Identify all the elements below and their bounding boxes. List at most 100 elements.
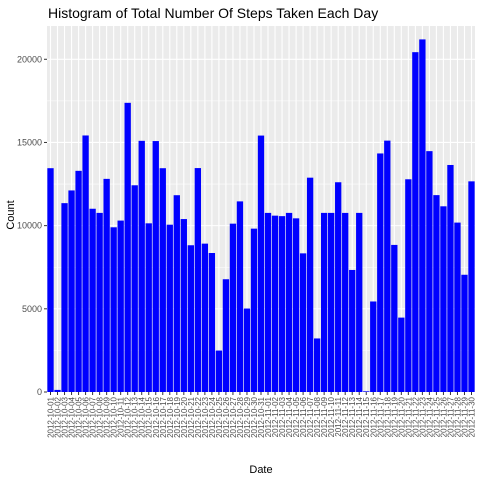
x-tick-label: 2012-10-03 (61, 396, 70, 437)
bar (356, 212, 363, 392)
bar (103, 178, 110, 392)
chart-title: Histogram of Total Number Of Steps Taken… (48, 5, 378, 21)
bar (89, 208, 96, 392)
bar (145, 223, 152, 392)
x-tick-label: 2012-10-07 (89, 396, 98, 437)
x-tick-label: 2012-11-25 (432, 396, 441, 437)
x-tick-label: 2012-11-01 (264, 396, 273, 437)
x-tick-label: 2012-10-27 (229, 396, 238, 437)
x-tick-label: 2012-10-17 (159, 396, 168, 437)
x-tick-label: 2012-10-12 (124, 396, 133, 437)
bar (250, 228, 258, 392)
bar (166, 224, 173, 392)
x-tick-label: 2012-10-15 (145, 396, 154, 437)
x-tick-label: 2012-10-19 (173, 396, 182, 437)
x-tick-label: 2012-10-29 (243, 396, 252, 437)
bar (208, 253, 216, 392)
bar (335, 182, 342, 392)
y-tick-label: 5000 (22, 304, 42, 314)
bar (194, 168, 202, 392)
x-tick-label: 2012-11-03 (278, 396, 287, 437)
bar (426, 151, 433, 392)
bar (138, 140, 145, 392)
x-tick-label: 2012-10-31 (257, 396, 266, 437)
y-axis: 0 5000 10000 15000 20000 (17, 54, 47, 397)
bar (468, 181, 475, 392)
bar (159, 168, 166, 392)
x-tick-label: 2012-10-04 (68, 396, 77, 437)
bar (447, 164, 454, 392)
x-tick-label: 2012-10-18 (166, 396, 175, 437)
x-tick-label: 2012-11-13 (348, 396, 357, 437)
bar (299, 253, 307, 392)
bar (292, 218, 300, 392)
bar (243, 308, 251, 392)
x-tick-label: 2012-10-16 (152, 396, 161, 437)
x-tick-label: 2012-10-30 (250, 396, 259, 437)
bar (342, 212, 349, 392)
bar (229, 223, 237, 392)
x-tick-label: 2012-11-16 (369, 396, 378, 437)
x-tick-label: 2012-11-26 (439, 396, 448, 437)
bar (82, 135, 89, 392)
x-tick-label: 2012-10-06 (82, 396, 91, 437)
x-tick-label: 2012-11-18 (383, 396, 392, 437)
x-tick-label: 2012-11-14 (355, 396, 364, 437)
x-tick-label: 2012-11-17 (376, 396, 385, 437)
bar (391, 244, 398, 392)
x-tick-label: 2012-11-27 (446, 396, 455, 437)
x-tick-label: 2012-10-21 (187, 396, 196, 437)
x-tick-label: 2012-10-24 (208, 396, 217, 437)
x-tick-label: 2012-10-11 (117, 396, 126, 437)
bar (180, 219, 187, 392)
bar (419, 39, 426, 393)
x-tick-label: 2012-11-10 (327, 396, 336, 437)
x-tick-label: 2012-11-06 (299, 396, 308, 437)
x-tick-label: 2012-11-04 (285, 396, 294, 437)
bar (412, 52, 419, 392)
bars (47, 39, 475, 393)
x-tick-label: 2012-10-01 (47, 396, 56, 437)
x-tick-label: 2012-10-26 (222, 396, 231, 437)
x-tick-label: 2012-10-23 (201, 396, 210, 437)
x-tick-label: 2012-11-05 (292, 396, 301, 437)
x-tick-label: 2012-10-22 (194, 396, 203, 437)
x-tick-label: 2012-11-09 (320, 396, 329, 437)
y-tick-label: 0 (37, 387, 42, 397)
bar (328, 212, 335, 392)
bar (187, 245, 194, 392)
bar (363, 391, 370, 392)
bar (257, 135, 265, 393)
bar (124, 102, 131, 393)
bar (173, 195, 180, 392)
bar (75, 170, 82, 392)
y-tick-label: 15000 (17, 137, 42, 147)
y-tick-label: 20000 (17, 54, 42, 64)
bar (222, 279, 230, 392)
x-axis: 2012-10-012012-10-022012-10-032012-10-04… (47, 392, 476, 438)
y-tick-label: 10000 (17, 221, 42, 231)
bar (54, 389, 61, 392)
bar (236, 201, 244, 392)
x-tick-label: 2012-11-07 (306, 396, 315, 437)
x-tick-label: 2012-11-11 (334, 396, 343, 436)
x-tick-label: 2012-10-20 (180, 396, 189, 437)
bar (152, 141, 159, 392)
bar (384, 140, 391, 392)
x-tick-label: 2012-10-05 (75, 396, 84, 437)
x-tick-label: 2012-11-21 (404, 396, 413, 437)
bar (201, 243, 209, 392)
x-tick-label: 2012-11-19 (390, 396, 399, 437)
x-tick-label: 2012-10-09 (103, 396, 112, 437)
x-tick-label: 2012-11-12 (341, 396, 350, 437)
bar (461, 274, 468, 392)
x-axis-title: Date (249, 464, 272, 476)
x-tick-label: 2012-10-10 (110, 396, 119, 437)
x-tick-label: 2012-11-24 (425, 396, 434, 437)
bar (454, 222, 461, 392)
x-tick-label: 2012-11-28 (453, 396, 462, 437)
bar (313, 338, 321, 392)
bar (110, 227, 117, 392)
bar (117, 220, 124, 392)
